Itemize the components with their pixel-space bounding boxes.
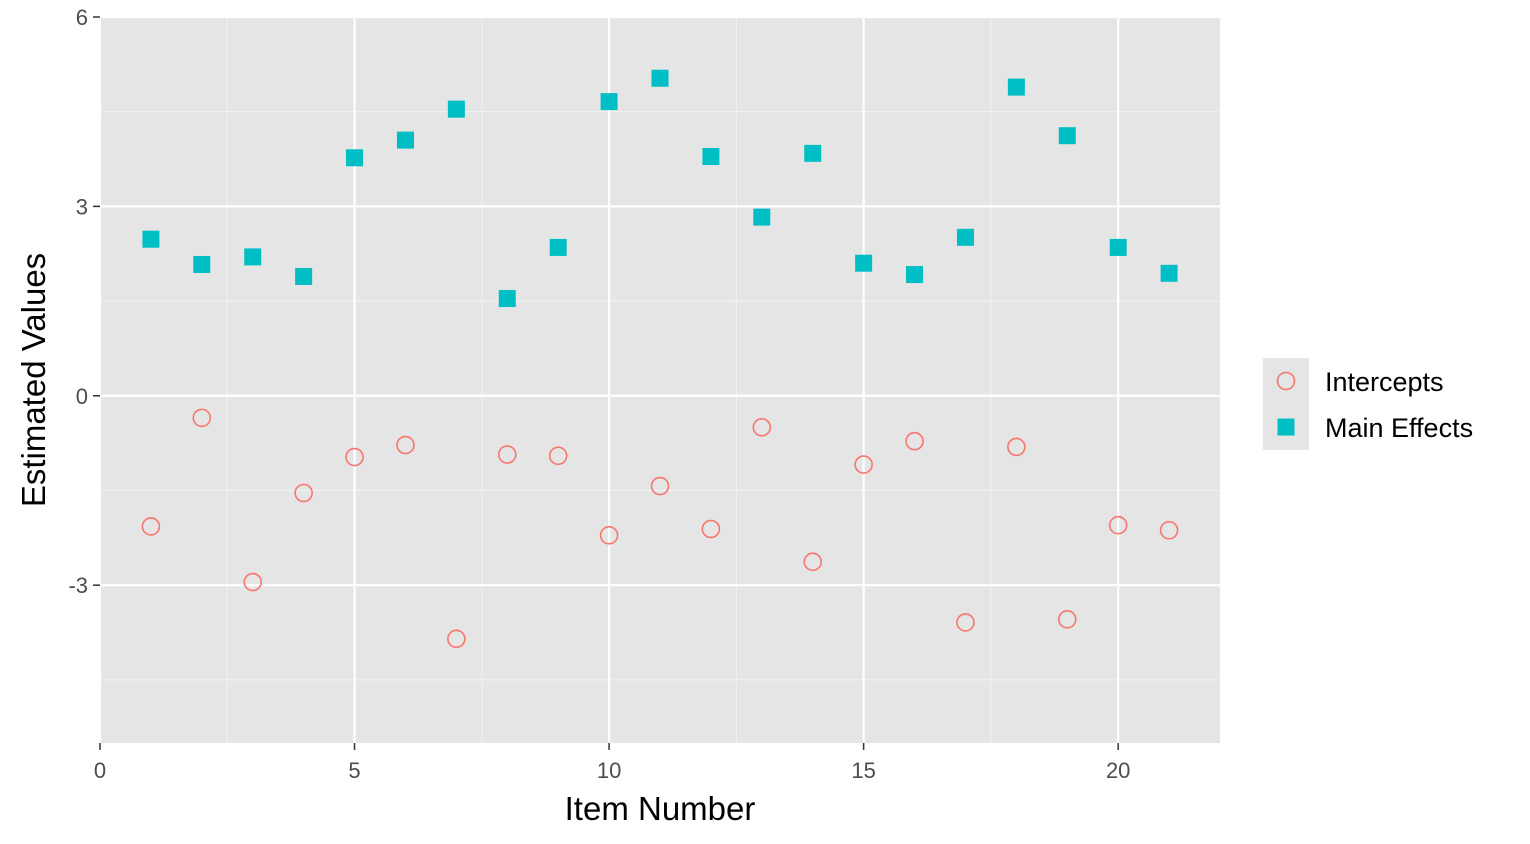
main-effects-series xyxy=(142,69,1178,308)
intercept-point xyxy=(599,526,619,545)
y-tick-labels: -3 0 3 6 xyxy=(68,5,88,598)
main-effect-point xyxy=(855,254,873,272)
main-effect-point xyxy=(295,267,313,285)
intercept-point xyxy=(1159,520,1179,540)
y-tick-label: 3 xyxy=(76,194,88,219)
y-tick-label: 6 xyxy=(76,5,88,30)
intercept-point xyxy=(345,447,364,467)
x-tick-label: 10 xyxy=(597,758,621,783)
main-effect-point xyxy=(1007,78,1025,96)
intercept-point xyxy=(956,613,975,632)
intercept-point xyxy=(447,629,466,649)
main-effect-point xyxy=(549,238,567,256)
main-effect-point xyxy=(498,290,516,308)
legend: Intercepts Main Effects xyxy=(1263,358,1473,450)
x-tick-label: 0 xyxy=(94,758,106,783)
main-effect-point xyxy=(447,100,465,118)
intercept-point xyxy=(650,476,670,496)
intercepts-series xyxy=(141,408,1179,649)
x-tick-label: 5 xyxy=(348,758,360,783)
axis-ticks xyxy=(93,16,1119,750)
major-gridlines xyxy=(98,15,1220,743)
main-effect-point xyxy=(702,148,720,166)
main-effect-point xyxy=(804,144,822,162)
y-axis-title: Estimated Values xyxy=(15,253,52,507)
intercept-point xyxy=(1108,515,1128,535)
main-effect-point xyxy=(193,255,211,273)
main-effect-point xyxy=(1058,127,1076,145)
intercept-point xyxy=(548,446,568,466)
intercept-point xyxy=(396,435,415,455)
intercept-point xyxy=(141,517,161,536)
intercept-point xyxy=(701,519,721,539)
legend-marker-intercepts xyxy=(1276,371,1296,391)
y-tick-label: -3 xyxy=(68,573,88,598)
legend-marker-main-effects xyxy=(1277,418,1295,436)
y-tick-label: 0 xyxy=(76,384,88,409)
plot-panel xyxy=(100,17,1220,743)
x-tick-label: 20 xyxy=(1106,758,1130,783)
intercept-point xyxy=(1007,437,1026,457)
main-effect-point xyxy=(753,208,771,226)
intercept-point xyxy=(192,408,212,428)
main-effect-point xyxy=(346,149,364,167)
minor-gridlines xyxy=(100,17,1220,743)
x-tick-label: 15 xyxy=(851,758,875,783)
legend-label-intercepts: Intercepts xyxy=(1325,367,1444,397)
main-effect-point xyxy=(142,230,160,248)
main-effect-point xyxy=(651,69,669,87)
intercept-point xyxy=(497,445,517,464)
main-effect-point xyxy=(956,228,974,246)
intercept-point xyxy=(294,483,313,503)
intercept-point xyxy=(905,431,924,451)
main-effect-point xyxy=(600,93,618,111)
main-effect-point xyxy=(396,131,414,149)
x-tick-labels: 0 5 10 15 20 xyxy=(94,758,1131,783)
main-effect-point xyxy=(1109,238,1127,256)
main-effect-point xyxy=(906,266,924,284)
intercept-point xyxy=(243,572,263,592)
intercept-point xyxy=(854,455,873,474)
intercept-point xyxy=(803,552,823,572)
intercept-point xyxy=(1057,609,1077,629)
legend-key-intercepts xyxy=(1263,358,1309,404)
legend-label-main-effects: Main Effects xyxy=(1325,413,1473,443)
main-effect-point xyxy=(1160,264,1178,282)
x-axis-title: Item Number xyxy=(565,790,756,827)
intercept-point xyxy=(752,418,772,437)
main-effect-point xyxy=(244,248,262,266)
